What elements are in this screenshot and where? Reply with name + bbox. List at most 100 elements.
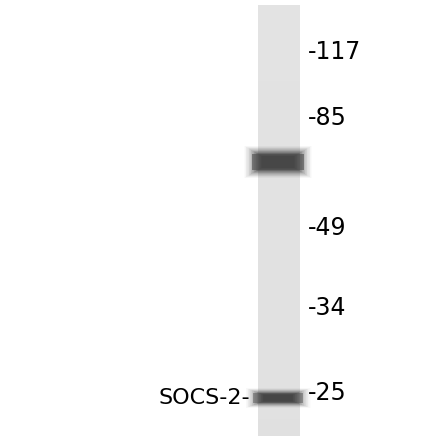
Bar [258,120,300,122]
Bar [254,391,301,405]
Bar [259,154,297,170]
Bar [258,134,300,136]
Bar [258,256,300,258]
Bar [258,170,300,172]
Bar [258,62,300,64]
Bar [258,209,300,210]
Bar [258,188,300,191]
Bar [258,128,300,130]
Text: -85: -85 [308,106,347,130]
Bar [258,314,300,317]
Bar [258,194,300,196]
Bar [258,219,300,220]
Bar [258,216,300,217]
Bar [258,246,300,248]
Bar [258,267,300,269]
Bar [258,193,300,194]
Bar [258,114,300,116]
Bar [258,105,300,107]
Bar [248,389,308,407]
Bar [258,284,300,287]
Bar [258,381,300,382]
Bar [258,104,300,106]
Bar [258,402,300,404]
Bar [258,228,300,231]
Bar [260,155,296,169]
Bar [258,37,300,38]
Text: -34: -34 [308,296,347,320]
Bar [258,34,300,36]
Bar [258,300,300,302]
Bar [258,405,300,407]
Bar [258,323,300,325]
Bar [258,355,300,357]
Bar [258,286,300,288]
Bar [258,233,300,235]
Bar [258,325,300,327]
Bar [258,340,300,342]
Bar [258,260,300,262]
Bar [258,240,300,242]
Bar [258,318,300,319]
Bar [258,47,300,49]
Bar [258,393,300,396]
Bar [258,102,300,105]
Bar [258,422,300,424]
Bar [265,158,291,166]
Bar [254,152,302,172]
Bar [258,423,300,426]
Bar [258,337,300,340]
Bar [258,343,300,345]
Bar [258,131,300,133]
Bar [258,118,300,120]
Bar [258,181,300,183]
Bar [258,67,300,68]
Bar [258,416,300,419]
Bar [258,74,300,76]
Bar [258,326,300,328]
Bar [258,415,300,417]
Bar [258,38,300,40]
Bar [258,112,300,114]
Bar [254,391,302,405]
Bar [258,391,300,392]
Bar [258,52,300,54]
Bar [258,116,300,117]
Bar [258,319,300,321]
Bar [258,257,300,259]
Bar [258,346,300,348]
Bar [258,150,300,152]
Bar [258,202,300,203]
Bar [249,149,308,176]
Bar [258,249,300,250]
Bar [250,149,306,175]
Bar [258,147,300,149]
Bar [258,135,300,137]
Bar [253,391,303,405]
Bar [258,64,300,66]
Bar [265,396,290,400]
Bar [258,356,300,358]
Bar [258,187,300,189]
Bar [258,288,300,289]
Bar [258,309,300,311]
Bar [258,239,300,241]
Bar [258,226,300,228]
Bar [258,374,300,375]
Bar [258,328,300,329]
Bar [258,376,300,378]
Bar [258,11,300,13]
Bar [258,232,300,233]
Bar [258,41,300,43]
Bar [258,242,300,243]
Bar [258,419,300,421]
Bar [258,289,300,291]
Bar [258,399,300,401]
Bar [258,203,300,205]
Bar [258,383,300,385]
Bar [258,196,300,198]
Bar [258,365,300,367]
Bar [258,434,300,436]
Bar [258,368,300,370]
Bar [258,303,300,305]
